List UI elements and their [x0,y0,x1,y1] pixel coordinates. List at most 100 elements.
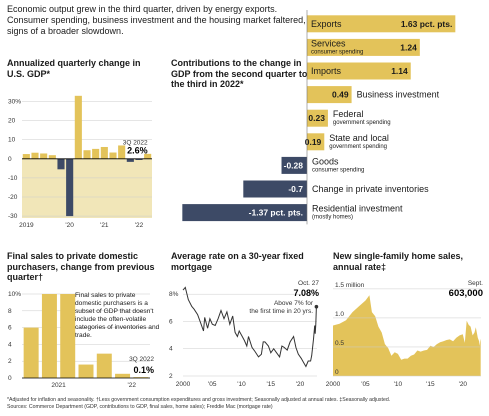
contrib-category-label: Goods [312,156,339,166]
y-tick-label: 8 [8,308,12,315]
y-tick-label: 6 [169,318,173,325]
contrib-value-label: 1.14 [391,66,408,76]
gdp-bar [48,155,56,159]
contrib-bar [307,38,420,56]
contrib-bar [307,109,328,127]
gdp-bar [83,150,91,159]
x-tick-label: '22 [135,222,144,229]
y-tick-label: -10 [8,175,18,182]
x-tick-label: '20 [65,222,74,229]
finalsales-annotation-label: 3Q 2022 [129,356,154,363]
gdp-bar [144,153,152,159]
finalsales-annotation-value: 0.1% [133,365,154,375]
finalsales-bar [115,373,131,378]
y-tick-label: 0 [8,156,12,163]
finalsales-bar [60,294,76,378]
gdp-bar [126,158,134,162]
y-tick-label: 0 [335,369,339,376]
finalsales-bar [23,327,39,378]
finalsales-bar [133,377,149,378]
homesales-chart-title: New single-family home sales, annual rat… [333,251,464,272]
negative-region [22,158,152,218]
y-tick-label: 2 [169,373,173,380]
y-tick-label: 4 [8,341,12,348]
gdp-annotation-value: 2.6% [127,145,148,155]
gdp-bar [31,152,39,159]
finalsales-bar [96,353,112,378]
mortgage-latest-point [314,304,319,309]
contrib-category-sublabel: consumer spending [312,167,364,173]
x-tick-label: '05 [361,381,370,388]
y-tick-label: 4 [169,346,173,353]
gdp-bar [74,95,82,159]
contrib-category-sublabel: government spending [333,120,391,126]
y-tick-label: 10 [8,137,16,144]
x-tick-label: '05 [208,381,217,388]
x-tick-label: 2021 [51,382,66,389]
y-tick-label: 2 [8,358,12,365]
x-tick-label: 2019 [19,222,34,229]
contrib-value-label: -1.37 pct. pts. [249,208,303,218]
contrib-category-label: Imports [311,66,342,76]
contrib-category-sublabel: government spending [329,144,387,150]
x-tick-label: '10 [394,381,403,388]
footnotes: *Adjusted for inflation and seasonality.… [7,397,487,411]
contrib-category-label: Services [311,38,346,48]
mortgage-annotation-date: Oct. 27 [298,280,319,287]
mortgage-annotation-value: 7.08% [293,288,319,298]
contrib-bar-chart: 1.63 pct. pts.Exports1.24Servicesconsume… [182,10,456,225]
x-tick-label: '10 [237,381,246,388]
homesales-area-chart: 1.5 million 1.0 0.5 0 2000 '05 '10 '15 '20 Sept.6… [326,280,483,388]
gdp-annotation-label: 3Q 2022 [123,140,148,147]
contrib-value-label: -0.28 [284,160,304,170]
contrib-value-label: 0.23 [308,113,325,123]
finalsales-bar-chart: 10% 8 6 4 2 0 2021 '22 3Q 2022 0.1% [8,291,154,389]
footnote-sources: Sources: Commerce Department (GDP, contr… [7,404,273,410]
homesales-annotation-date: Sept. [468,280,483,287]
x-tick-label: '21 [100,222,109,229]
contrib-category-label: Change in private inventories [312,184,429,194]
contrib-value-label: 0.49 [332,90,349,100]
contrib-category-label: Residential investment [312,204,403,214]
finalsales-chart-title: Final sales to private domestic purchase… [7,251,155,282]
y-tick-label: 30% [8,99,21,106]
contrib-category-label: Business investment [357,90,440,100]
y-tick-label: 10% [8,291,21,298]
intro-text: Economic output grew in the third quarte… [7,4,306,36]
homesales-area [333,295,481,376]
y-tick-label: 0.5 [335,340,344,347]
gdp-bar [40,153,48,159]
gdp-bar [57,158,65,170]
x-tick-label: '22 [127,382,136,389]
gdp-chart-title: Annualized quarterly change in U.S. GDP* [7,58,141,79]
contrib-bar [281,156,307,174]
contrib-category-label: Exports [311,19,342,29]
y-tick-label: 6 [8,325,12,332]
gdp-bar [92,148,100,159]
finalsales-note: Final sales to private domestic purchase… [75,292,160,339]
contrib-bar [307,15,456,33]
mortgage-chart-title: Average rate on a 30-year fixed mortgage [171,251,304,272]
mortgage-annotation-note: Above 7% for the first time in 20 yrs. [249,300,313,315]
contrib-bar [307,86,352,104]
contrib-bar [307,62,411,80]
contrib-chart-title: Contributions to the change in GDP from … [171,58,308,89]
x-tick-label: '15 [267,381,276,388]
contrib-category-sublabel: (mostly homes) [312,215,353,221]
finalsales-bar [41,294,57,378]
x-tick-label: '15 [426,381,435,388]
contrib-value-label: 1.24 [400,42,417,52]
y-tick-label: 20 [8,118,16,125]
mortgage-rate-line [182,286,317,368]
contrib-bar [307,133,325,151]
finalsales-bar [78,364,94,378]
y-tick-label: 1.0 [335,311,344,318]
contrib-value-label: 0.19 [305,137,322,147]
contrib-value-label: 1.63 pct. pts. [401,19,453,29]
contrib-category-sublabel: consumer spending [311,49,363,55]
x-tick-label: 2000 [326,381,341,388]
contrib-bar [182,204,307,222]
gdp-bar [135,158,143,160]
